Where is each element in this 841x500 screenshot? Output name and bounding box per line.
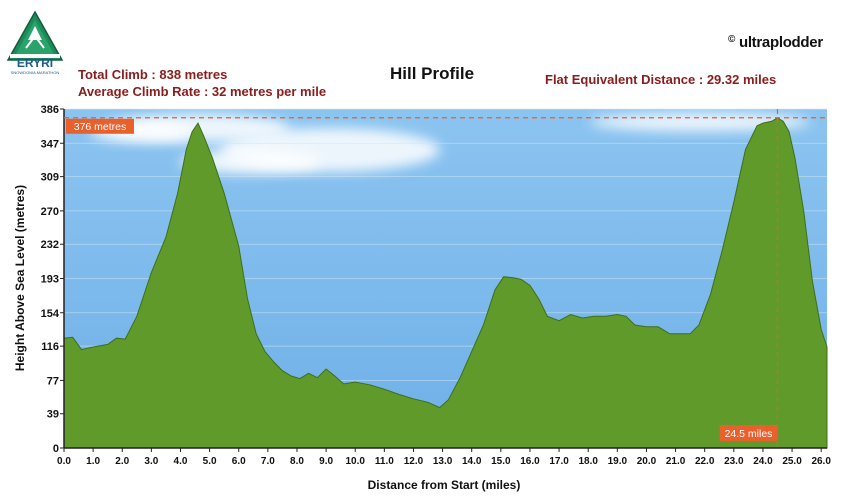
x-tick-label: 19.0 xyxy=(608,456,628,467)
x-tick-label: 1.0 xyxy=(86,456,100,467)
avg-climb-rate-stat: Average Climb Rate : 32 metres per mile xyxy=(78,84,327,99)
x-tick-label: 26.0 xyxy=(811,456,831,467)
x-tick-label: 8.0 xyxy=(290,456,304,467)
peak-height-badge xyxy=(66,118,134,134)
y-tick-label: 39 xyxy=(47,409,59,421)
x-tick-label: 13.0 xyxy=(433,456,453,467)
flat-equivalent-stat: Flat Equivalent Distance : 29.32 miles xyxy=(545,72,777,87)
x-tick-label: 18.0 xyxy=(578,456,598,467)
y-tick-label: 347 xyxy=(41,138,59,150)
y-tick-label: 386 xyxy=(41,104,59,116)
brand-name: ultraplodder xyxy=(738,34,823,51)
x-tick-label: 11.0 xyxy=(375,456,394,467)
chart-title: Hill Profile xyxy=(390,64,475,83)
x-tick-label: 10.0 xyxy=(345,456,365,467)
x-tick-label: 12.0 xyxy=(404,456,424,467)
y-tick-label: 0 xyxy=(53,443,59,455)
peak-height-label: 376 metres xyxy=(74,121,127,133)
x-tick-label: 21.0 xyxy=(666,456,686,467)
x-tick-label: 22.0 xyxy=(695,456,715,467)
x-tick-label: 7.0 xyxy=(261,456,275,467)
x-tick-label: 4.0 xyxy=(174,456,188,467)
x-tick-label: 0.0 xyxy=(57,456,71,467)
x-tick-label: 9.0 xyxy=(319,456,333,467)
total-climb-stat: Total Climb : 838 metres xyxy=(78,67,228,82)
x-tick-label: 2.0 xyxy=(115,456,129,467)
y-tick-label: 270 xyxy=(41,206,59,218)
x-tick-label: 20.0 xyxy=(637,456,657,467)
brand-watermark: © ultraplodder xyxy=(728,34,823,51)
x-tick-label: 16.0 xyxy=(520,456,540,467)
y-tick-label: 77 xyxy=(47,375,59,387)
y-tick-label: 193 xyxy=(41,274,59,286)
x-tick-label: 25.0 xyxy=(782,456,802,467)
x-tick-label: 3.0 xyxy=(144,456,158,467)
y-tick-label: 154 xyxy=(41,308,60,320)
elevation-area xyxy=(63,117,828,449)
x-axis-label: Distance from Start (miles) xyxy=(368,478,521,492)
x-tick-label: 6.0 xyxy=(232,456,246,467)
peak-distance-badge xyxy=(719,425,778,441)
x-tick-label: 15.0 xyxy=(491,456,511,467)
svg-text:ERYRI: ERYRI xyxy=(17,56,53,70)
peak-distance-label: 24.5 miles xyxy=(725,428,773,440)
x-tick-label: 5.0 xyxy=(203,456,217,467)
copyright-symbol: © xyxy=(728,34,736,45)
x-tick-label: 23.0 xyxy=(724,456,744,467)
x-tick-label: 14.0 xyxy=(462,456,482,467)
y-tick-label: 309 xyxy=(41,172,59,184)
eryri-marathon-logo: ERYRI SNOWDONIA MARATHON xyxy=(6,10,64,75)
y-tick-label: 116 xyxy=(41,341,59,353)
y-tick-label: 232 xyxy=(41,239,59,251)
x-tick-label: 17.0 xyxy=(549,456,569,467)
y-axis-label: Height Above Sea Level (metres) xyxy=(13,185,27,371)
svg-text:SNOWDONIA MARATHON: SNOWDONIA MARATHON xyxy=(11,70,60,75)
x-tick-label: 24.0 xyxy=(753,456,773,467)
